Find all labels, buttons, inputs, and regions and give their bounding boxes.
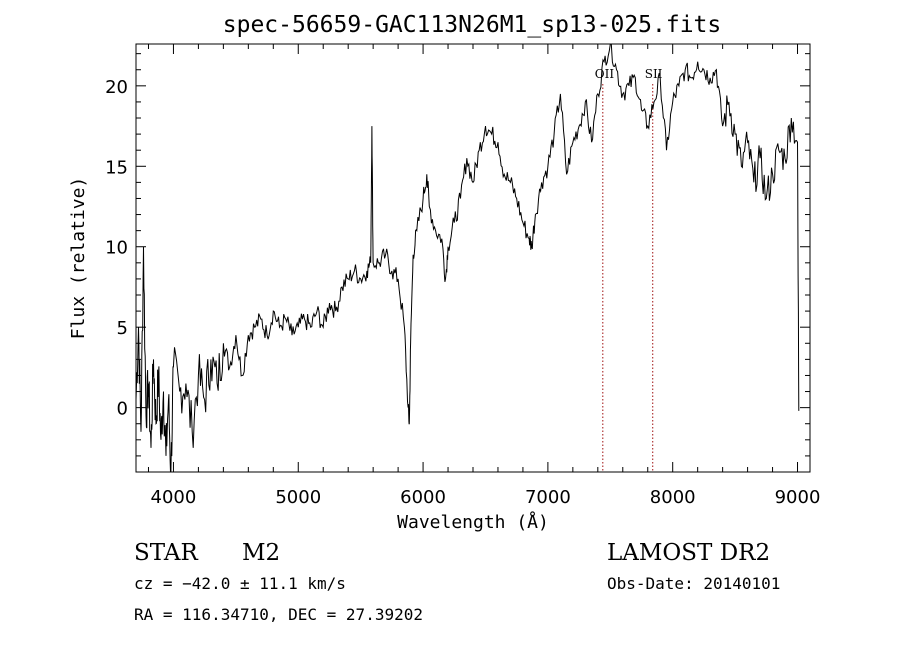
observation-date: Obs-Date: 20140101: [607, 574, 780, 593]
survey-name: LAMOST DR2: [607, 540, 770, 566]
y-tick-label: 10: [105, 238, 128, 259]
coordinates: RA = 116.34710, DEC = 27.39202: [134, 605, 423, 624]
spectrum-line: [135, 43, 800, 473]
object-subclass: M2: [242, 540, 280, 566]
y-axis-ticks: 0 5 10 15 20: [105, 53, 810, 473]
x-tick-label: 7000: [525, 487, 571, 508]
x-tick-label: 9000: [775, 487, 821, 508]
x-tick-label: 4000: [151, 487, 197, 508]
object-class: STAR: [134, 540, 198, 566]
chart-title: spec-56659-GAC113N26M1_sp13-025.fits: [223, 12, 722, 38]
redshift-velocity: cz = −42.0 ± 11.1 km/s: [134, 574, 346, 593]
y-tick-label: 20: [105, 77, 128, 98]
y-tick-label: 0: [117, 399, 128, 420]
x-axis-ticks: 4000 5000 6000 7000 8000 9000: [147, 44, 821, 508]
y-tick-label: 15: [105, 157, 128, 178]
x-tick-label: 6000: [400, 487, 446, 508]
x-tick-label: 5000: [275, 487, 321, 508]
x-axis-label: Wavelength (Å): [397, 511, 549, 533]
line-marker-label: OII: [595, 67, 615, 81]
y-tick-label: 5: [117, 318, 128, 339]
y-axis-label: Flux (relative): [68, 177, 89, 340]
plot-frame: [135, 43, 811, 473]
line-markers: OII SII: [595, 67, 663, 472]
x-tick-label: 8000: [650, 487, 696, 508]
